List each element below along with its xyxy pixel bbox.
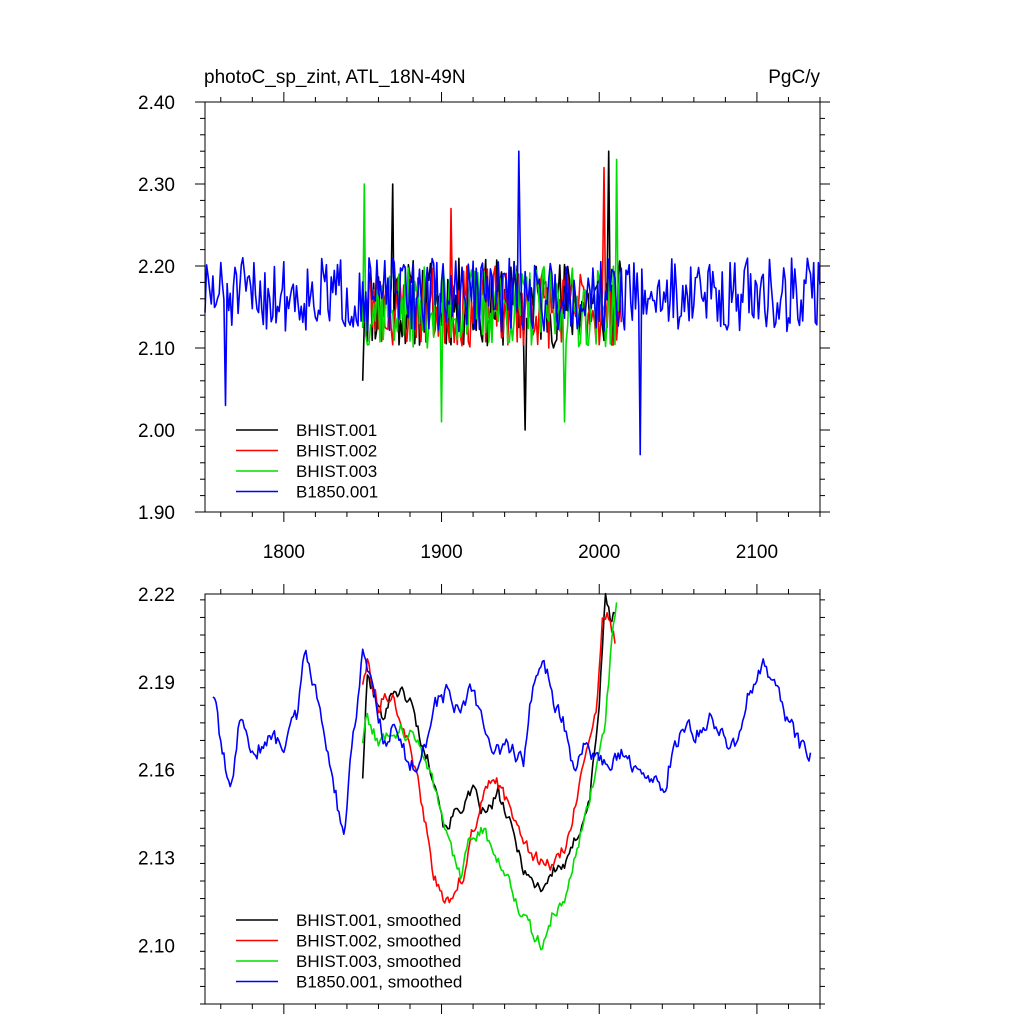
top-panel-units: PgC/y [768,67,820,88]
top-panel-series [204,150,821,456]
series-line-3 [361,602,618,951]
series-line-2 [361,612,616,904]
legend-label-2: BHIST.002 [296,442,377,461]
legend-label-1: BHIST.001, smoothed [296,911,461,930]
bottom-panel-ticks: 2.10 2.13 2.16 2.19 2.22 [138,584,825,1014]
bottom-panel-frame [204,593,821,1005]
y-tick-label: 2.20 [138,257,175,278]
bottom-panel-legend: BHIST.001, smoothed BHIST.002, smoothedBH… [236,911,462,992]
x-tick-label: 1800 [263,542,305,563]
top-panel-frame [204,101,821,513]
x-tick-label: 1900 [420,542,462,563]
y-tick-label: 2.40 [138,93,175,114]
y-tick-label: 2.10 [138,936,175,957]
bottom-panel-series [212,592,812,951]
y-tick-label: 1.90 [138,503,175,524]
series-line-4 [204,150,821,456]
y-tick-label: 2.10 [138,339,175,360]
y-tick-label: 2.13 [138,849,175,870]
top-panel-title: photoC_sp_zint, ATL_18N-49N [204,67,466,88]
legend-label-4: B1850.001, smoothed [296,973,462,992]
y-tick-label: 2.19 [138,673,175,694]
legend-label-1: BHIST.001 [296,421,377,440]
legend-label-2: BHIST.002, smoothed [296,932,461,951]
y-tick-label: 2.30 [138,175,175,196]
legend-label-3: BHIST.003 [296,462,377,481]
top-panel: photoC_sp_zint, ATL_18N-49N PgC/y 1800 19… [138,67,830,563]
x-tick-label: 2000 [578,542,620,563]
legend-label-4: B1850.001 [296,483,378,502]
top-panel-ticks: 1800 1900 2000 2100 1.90 2.00 2.10 2.20 2.30 2.40 [138,92,830,563]
y-tick-label: 2.16 [138,761,175,782]
x-tick-label: 2100 [736,542,778,563]
bottom-panel: 2.10 2.13 2.16 2.19 2.22 BHIST.001, smoothed… [138,584,825,1014]
series-line-4 [212,648,812,835]
y-tick-label: 2.22 [138,585,175,606]
y-tick-label: 2.00 [138,421,175,442]
legend-label-3: BHIST.003, smoothed [296,952,461,971]
series-line-1 [361,592,616,893]
